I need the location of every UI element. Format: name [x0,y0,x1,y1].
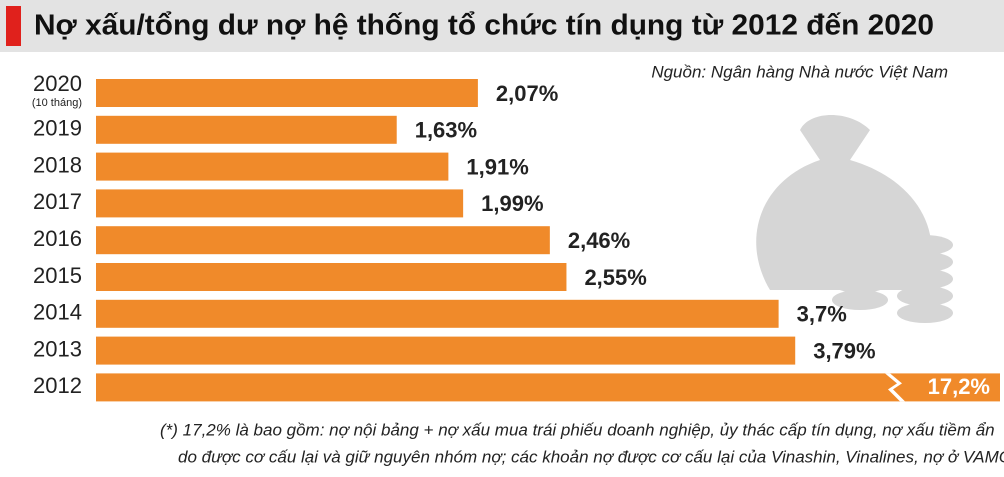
value-label: 1,63% [415,118,477,143]
y-tick-label: 2013 [33,336,82,361]
y-tick-label: 2018 [33,152,82,177]
bar [96,189,464,218]
bar [96,152,449,181]
value-label: 3,79% [813,338,875,363]
value-label: 2,07% [496,81,558,106]
value-label: 2,55% [584,265,646,290]
value-label: 2,46% [568,228,630,253]
y-tick-label: 2015 [33,263,82,288]
footnote: (*) 17,2% là bao gồm: nợ nội bảng + nợ x… [160,420,995,439]
bar [96,299,779,328]
chart-title: Nợ xấu/tổng dư nợ hệ thống tổ chức tín d… [34,10,934,42]
y-tick-label: 2017 [33,189,82,214]
y-tick-label: 2012 [33,373,82,398]
y-tick-label: 2016 [33,226,82,251]
bar [96,226,550,255]
bar [96,336,796,365]
y-tick-label: 2014 [33,300,82,325]
y-tick-label: 2020 [33,71,82,96]
money-bag-icon [756,115,953,323]
value-label: 3,7% [797,302,847,327]
value-label: 1,91% [466,154,528,179]
category-note: (10 tháng) [32,97,82,109]
source: Nguồn: Ngân hàng Nhà nước Việt Nam [651,62,948,81]
title-band [0,0,1004,52]
footnote: do được cơ cấu lại và giữ nguyên nhóm nợ… [178,447,1004,466]
bar [96,79,478,107]
y-tick-label: 2019 [33,116,82,141]
plot [96,79,1000,402]
bar [96,115,397,144]
axis-break [885,373,905,402]
bar [96,263,567,291]
value-label: 1,99% [481,191,543,216]
bar [96,373,1000,402]
title-marker [6,6,21,46]
value-label: 17,2% [928,374,990,399]
